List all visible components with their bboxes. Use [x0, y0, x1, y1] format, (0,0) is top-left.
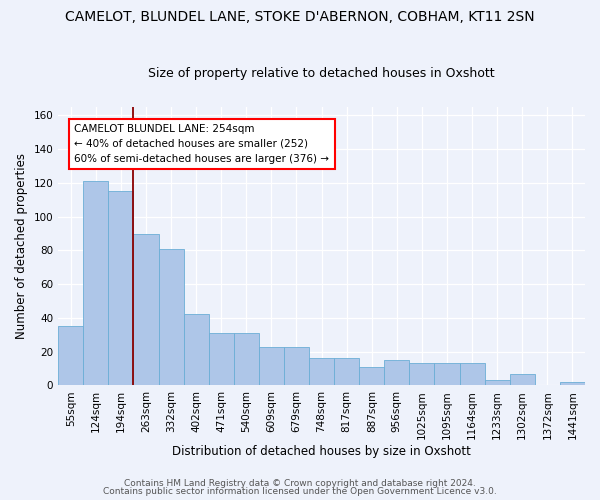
Bar [133, 234, 158, 386]
Bar [334, 358, 359, 386]
Bar [184, 314, 209, 386]
X-axis label: Distribution of detached houses by size in Oxshott: Distribution of detached houses by size … [172, 444, 471, 458]
Bar [109, 192, 133, 386]
Bar [560, 382, 585, 386]
Bar [259, 346, 284, 386]
Bar [209, 333, 234, 386]
Bar [83, 182, 109, 386]
Bar [58, 326, 83, 386]
Bar [434, 364, 460, 386]
Bar [359, 367, 385, 386]
Text: Contains public sector information licensed under the Open Government Licence v3: Contains public sector information licen… [103, 487, 497, 496]
Text: CAMELOT BLUNDEL LANE: 254sqm
← 40% of detached houses are smaller (252)
60% of s: CAMELOT BLUNDEL LANE: 254sqm ← 40% of de… [74, 124, 329, 164]
Text: CAMELOT, BLUNDEL LANE, STOKE D'ABERNON, COBHAM, KT11 2SN: CAMELOT, BLUNDEL LANE, STOKE D'ABERNON, … [65, 10, 535, 24]
Bar [309, 358, 334, 386]
Text: Contains HM Land Registry data © Crown copyright and database right 2024.: Contains HM Land Registry data © Crown c… [124, 478, 476, 488]
Bar [158, 248, 184, 386]
Bar [385, 360, 409, 386]
Bar [284, 346, 309, 386]
Title: Size of property relative to detached houses in Oxshott: Size of property relative to detached ho… [148, 66, 495, 80]
Bar [234, 333, 259, 386]
Bar [460, 364, 485, 386]
Y-axis label: Number of detached properties: Number of detached properties [15, 153, 28, 339]
Bar [485, 380, 510, 386]
Bar [510, 374, 535, 386]
Bar [409, 364, 434, 386]
